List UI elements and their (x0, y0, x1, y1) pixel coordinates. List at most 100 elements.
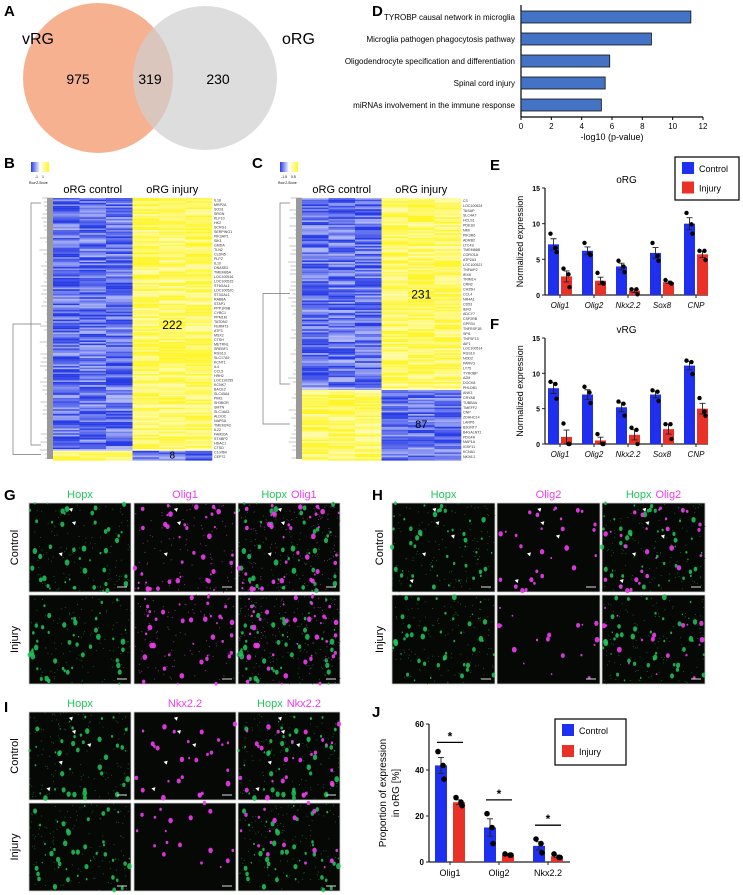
background-signal (458, 503, 460, 505)
heatmap-cell (79, 218, 107, 221)
background-signal (281, 724, 283, 726)
heatmap-cell (185, 442, 213, 445)
background-signal (127, 544, 129, 546)
background-signal (641, 596, 643, 598)
background-signal (484, 506, 486, 508)
background-signal (327, 533, 329, 536)
heatmap-cell (106, 447, 133, 450)
heatmap-cell (132, 242, 160, 245)
background-signal (62, 555, 64, 557)
background-signal (658, 519, 660, 521)
heatmap-cell (302, 390, 329, 392)
heatmap-cell (381, 374, 409, 376)
background-signal (472, 539, 474, 541)
background-signal (440, 674, 442, 676)
heatmap-cell (302, 372, 329, 375)
background-signal (63, 728, 65, 730)
hopx-cell (124, 750, 127, 752)
hopx-cell (57, 750, 62, 757)
marker-cell (315, 504, 320, 509)
background-signal (439, 668, 441, 670)
gene-label: SH3BGR (214, 401, 229, 405)
background-signal (145, 608, 148, 611)
heatmap-cell (434, 402, 462, 405)
background-signal (699, 535, 701, 537)
heatmap-cell (408, 284, 435, 287)
heatmap-cell (328, 322, 356, 325)
background-signal (155, 667, 157, 669)
heatmap-cell (408, 342, 435, 344)
heatmap-cell (132, 412, 160, 415)
heatmap-cell (355, 442, 382, 445)
marker-cell (604, 606, 606, 609)
hopx-cell (103, 754, 109, 761)
hopx-cell (34, 623, 38, 628)
heatmap-cell (53, 322, 80, 325)
heatmap-cell (132, 263, 160, 266)
heatmap-cell (328, 351, 356, 354)
heatmap-cell (106, 209, 133, 211)
background-signal (656, 552, 658, 554)
data-point (669, 436, 674, 442)
heatmap-cell (302, 311, 329, 314)
background-signal (640, 637, 642, 639)
marker-cell (203, 616, 208, 622)
heatmap-cell (106, 268, 133, 271)
heatmap-cell (53, 286, 80, 288)
hopx-cell (405, 633, 409, 638)
background-signal (396, 618, 398, 620)
channel-label: Hopx (431, 489, 457, 501)
background-signal (46, 765, 48, 767)
heatmap-cell (408, 364, 435, 367)
background-signal (411, 608, 413, 610)
background-signal (301, 623, 303, 625)
heatmap-cell (381, 276, 409, 279)
gene-label: FAM20A (214, 433, 228, 437)
hopx-cell (118, 682, 121, 685)
heatmap-cell (355, 257, 382, 259)
background-signal (299, 532, 301, 534)
heatmap-cell (355, 202, 382, 205)
heatmap-cell (381, 444, 409, 447)
background-signal (627, 517, 629, 519)
background-signal (250, 553, 252, 555)
heatmap-cell (355, 398, 382, 400)
background-signal (53, 843, 55, 845)
background-signal (57, 588, 59, 590)
background-signal (269, 652, 271, 654)
arrowhead-icon (514, 579, 519, 584)
background-signal (299, 577, 301, 580)
background-signal (170, 544, 173, 546)
background-signal (298, 667, 300, 669)
heatmap-cell (132, 385, 160, 387)
heatmap-cell (79, 412, 107, 415)
background-signal (72, 828, 74, 830)
background-signal (684, 681, 686, 683)
heatmap-cell (159, 265, 186, 267)
heatmap-cell (106, 302, 133, 304)
background-signal (118, 646, 120, 648)
background-signal (55, 510, 57, 512)
heatmap-cell (381, 423, 409, 426)
heatmap-cell (159, 319, 186, 322)
background-signal (270, 666, 272, 668)
heatmap-cell (132, 394, 160, 397)
hopx-cell (329, 530, 332, 534)
background-signal (95, 650, 97, 652)
heatmap-cell (381, 458, 409, 461)
heatmap-cell (381, 338, 409, 341)
heatmap-cell (328, 319, 356, 322)
heatmap-cell (408, 300, 435, 303)
background-signal (605, 524, 607, 526)
marker-cell (140, 572, 144, 576)
background-signal (97, 586, 99, 588)
background-signal (288, 727, 290, 729)
heatmap-cell (185, 260, 213, 263)
heatmap-cell (185, 396, 213, 399)
channel-hopx: Hopx (67, 489, 93, 501)
background-signal (315, 555, 317, 557)
heatmap-cell (302, 414, 329, 416)
marker-cell (640, 569, 644, 574)
background-signal (154, 547, 156, 549)
heatmap-cell (355, 214, 382, 216)
